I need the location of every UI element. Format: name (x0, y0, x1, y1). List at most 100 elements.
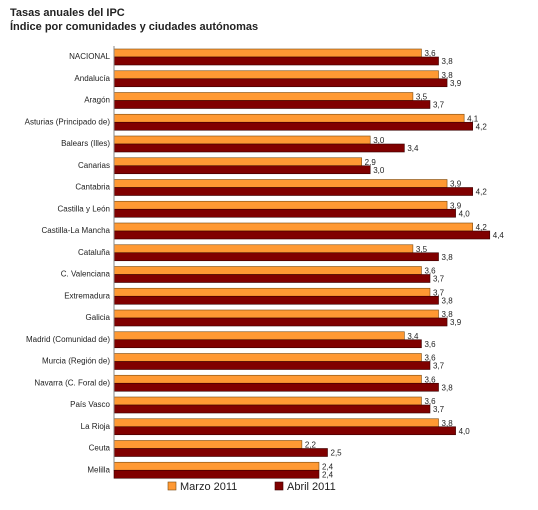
value-label-abril-2011: 3,6 (424, 340, 436, 349)
bar-marzo-2011 (113, 48, 422, 58)
category-label: País Vasco (70, 400, 110, 409)
bar-marzo-2011 (113, 331, 405, 341)
value-label-marzo-2011: 3,9 (450, 201, 462, 210)
value-label-abril-2011: 4,2 (476, 188, 488, 197)
category-label: Melilla (87, 465, 110, 474)
category-label: Murcia (Región de) (42, 357, 110, 366)
category-label: La Rioja (81, 422, 111, 431)
category-label: C. Valenciana (61, 270, 111, 279)
bar-marzo-2011 (113, 266, 422, 275)
bar-marzo-2011 (113, 113, 465, 123)
value-label-abril-2011: 3,7 (433, 101, 445, 110)
bar-marzo-2011 (113, 179, 448, 188)
value-label-marzo-2011: 4,1 (467, 114, 479, 123)
value-label-abril-2011: 4,0 (459, 209, 471, 218)
category-label: Aragón (84, 96, 110, 105)
bar-abril-2011 (113, 208, 456, 218)
bar-marzo-2011 (113, 244, 414, 254)
category-label: Ceuta (89, 444, 111, 453)
value-label-abril-2011: 4,2 (476, 122, 488, 131)
value-label-abril-2011: 3,7 (433, 362, 445, 371)
value-label-marzo-2011: 4,2 (476, 223, 488, 232)
bar-abril-2011 (113, 100, 431, 109)
category-label: Navarra (C. Foral de) (34, 378, 110, 387)
value-label-abril-2011: 3,8 (442, 383, 454, 392)
bar-abril-2011 (113, 187, 473, 196)
value-label-marzo-2011: 2,2 (305, 441, 317, 450)
category-label: Castilla y León (58, 204, 110, 213)
category-label: Galicia (86, 313, 111, 322)
value-label-marzo-2011: 3,8 (442, 71, 454, 80)
value-label-abril-2011: 3,9 (450, 79, 462, 88)
bar-abril-2011 (113, 274, 431, 283)
category-label: Extremadura (64, 291, 110, 300)
bar-abril-2011 (113, 165, 371, 175)
value-label-abril-2011: 3,7 (433, 275, 445, 284)
bar-abril-2011 (113, 121, 473, 131)
value-label-marzo-2011: 3,5 (416, 245, 428, 254)
value-label-marzo-2011: 2,4 (322, 462, 334, 471)
legend-label-abril-2011: Abril 2011 (287, 481, 336, 493)
value-label-marzo-2011: 3,4 (407, 332, 419, 341)
value-label-abril-2011: 3,8 (442, 253, 454, 262)
bar-abril-2011 (113, 448, 328, 457)
bar-abril-2011 (113, 339, 422, 349)
bar-abril-2011 (113, 78, 448, 88)
legend-swatch-abril-2011 (274, 481, 284, 491)
legend-label-marzo-2011: Marzo 2011 (180, 481, 237, 493)
bar-marzo-2011 (113, 309, 439, 319)
bar-abril-2011 (113, 404, 431, 414)
value-label-marzo-2011: 2,9 (365, 158, 377, 167)
bar-abril-2011 (113, 317, 448, 327)
value-label-marzo-2011: 3,6 (424, 49, 436, 58)
value-label-abril-2011: 2,4 (322, 470, 334, 479)
category-label: Cantabria (75, 183, 110, 192)
bar-marzo-2011 (113, 92, 414, 101)
bar-abril-2011 (113, 295, 439, 305)
value-label-marzo-2011: 3,6 (424, 267, 436, 276)
category-label: Madrid (Comunidad de) (26, 335, 110, 344)
value-label-marzo-2011: 3,9 (450, 180, 462, 189)
value-label-abril-2011: 3,8 (442, 296, 454, 305)
bar-marzo-2011 (113, 157, 362, 167)
category-label: Asturias (Principado de) (25, 117, 111, 126)
value-label-marzo-2011: 3,0 (373, 136, 385, 145)
value-label-marzo-2011: 3,8 (442, 419, 454, 428)
bar-marzo-2011 (113, 374, 422, 384)
value-label-abril-2011: 3,4 (407, 144, 419, 153)
value-label-marzo-2011: 3,6 (424, 397, 436, 406)
value-label-abril-2011: 4,4 (493, 231, 505, 240)
bar-abril-2011 (113, 382, 439, 392)
value-label-marzo-2011: 3,5 (416, 93, 428, 102)
bar-marzo-2011 (113, 440, 303, 449)
bar-marzo-2011 (113, 353, 422, 362)
value-label-abril-2011: 3,8 (442, 57, 454, 66)
category-label: Balears (Illes) (61, 139, 110, 148)
chart-subtitle: Índice por comunidades y ciudades autóno… (10, 21, 259, 33)
value-label-abril-2011: 3,7 (433, 405, 445, 414)
bar-abril-2011 (113, 143, 405, 153)
bar-marzo-2011 (113, 222, 473, 232)
bar-abril-2011 (113, 230, 491, 240)
value-label-abril-2011: 2,5 (331, 449, 343, 458)
bar-marzo-2011 (113, 135, 371, 145)
category-label: Castilla-La Mancha (42, 226, 111, 235)
bar-marzo-2011 (113, 200, 448, 210)
value-label-marzo-2011: 3,6 (424, 354, 436, 363)
value-label-marzo-2011: 3,6 (424, 375, 436, 384)
value-label-abril-2011: 4,0 (459, 427, 471, 436)
legend-swatch-marzo-2011 (167, 481, 177, 491)
bar-marzo-2011 (113, 70, 439, 80)
bar-abril-2011 (113, 361, 431, 370)
bar-marzo-2011 (113, 418, 439, 428)
value-label-marzo-2011: 3,8 (442, 310, 454, 319)
category-label: Andalucía (74, 74, 110, 83)
bar-marzo-2011 (113, 287, 431, 297)
bar-marzo-2011 (113, 461, 320, 471)
category-label: Cataluña (78, 248, 111, 257)
bar-abril-2011 (113, 426, 456, 436)
value-label-abril-2011: 3,9 (450, 318, 462, 327)
category-label: NACIONAL (69, 52, 110, 61)
category-label: Canarias (78, 161, 110, 170)
